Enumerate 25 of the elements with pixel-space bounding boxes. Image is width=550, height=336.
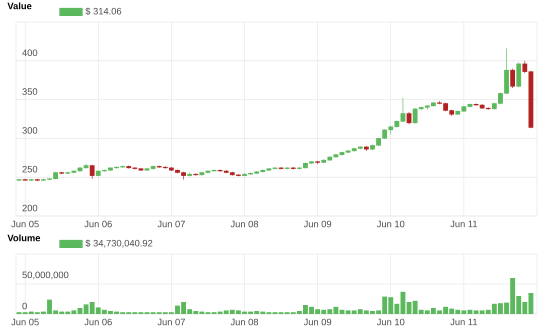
y-tick-label: 200 xyxy=(22,204,38,212)
x-tick-label: Jun 11 xyxy=(450,220,478,228)
x-tick-label: Jun 07 xyxy=(158,220,185,228)
y-tick-label: 50,000,000 xyxy=(22,272,68,280)
x-tick-label: Jun 11 xyxy=(450,318,478,326)
y-tick-label: 350 xyxy=(22,88,38,95)
x-tick-label: Jun 10 xyxy=(376,318,404,326)
y-tick-label: 250 xyxy=(22,166,38,172)
x-tick-label: Jun 05 xyxy=(11,220,39,228)
x-tick-label: Jun 05 xyxy=(11,318,39,326)
x-tick-label: Jun 09 xyxy=(304,220,332,228)
y-tick-label: 300 xyxy=(22,127,38,134)
y-tick-label: 400 xyxy=(22,49,38,56)
x-tick-label: Jun 06 xyxy=(84,220,112,228)
chart-title: Volume xyxy=(7,234,40,242)
x-tick-label: Jun 07 xyxy=(158,318,185,326)
x-tick-label: Jun 06 xyxy=(84,318,112,326)
chart-title: Value xyxy=(7,2,32,10)
x-tick-label: Jun 10 xyxy=(376,220,404,228)
x-tick-label: Jun 09 xyxy=(304,318,332,326)
legend-label: $ 314.06 xyxy=(85,8,122,16)
legend-label: $ 34,730,040.92 xyxy=(85,240,152,248)
y-tick-label: 0 xyxy=(22,302,27,310)
x-tick-label: Jun 08 xyxy=(230,318,258,326)
x-tick-label: Jun 08 xyxy=(230,220,258,228)
